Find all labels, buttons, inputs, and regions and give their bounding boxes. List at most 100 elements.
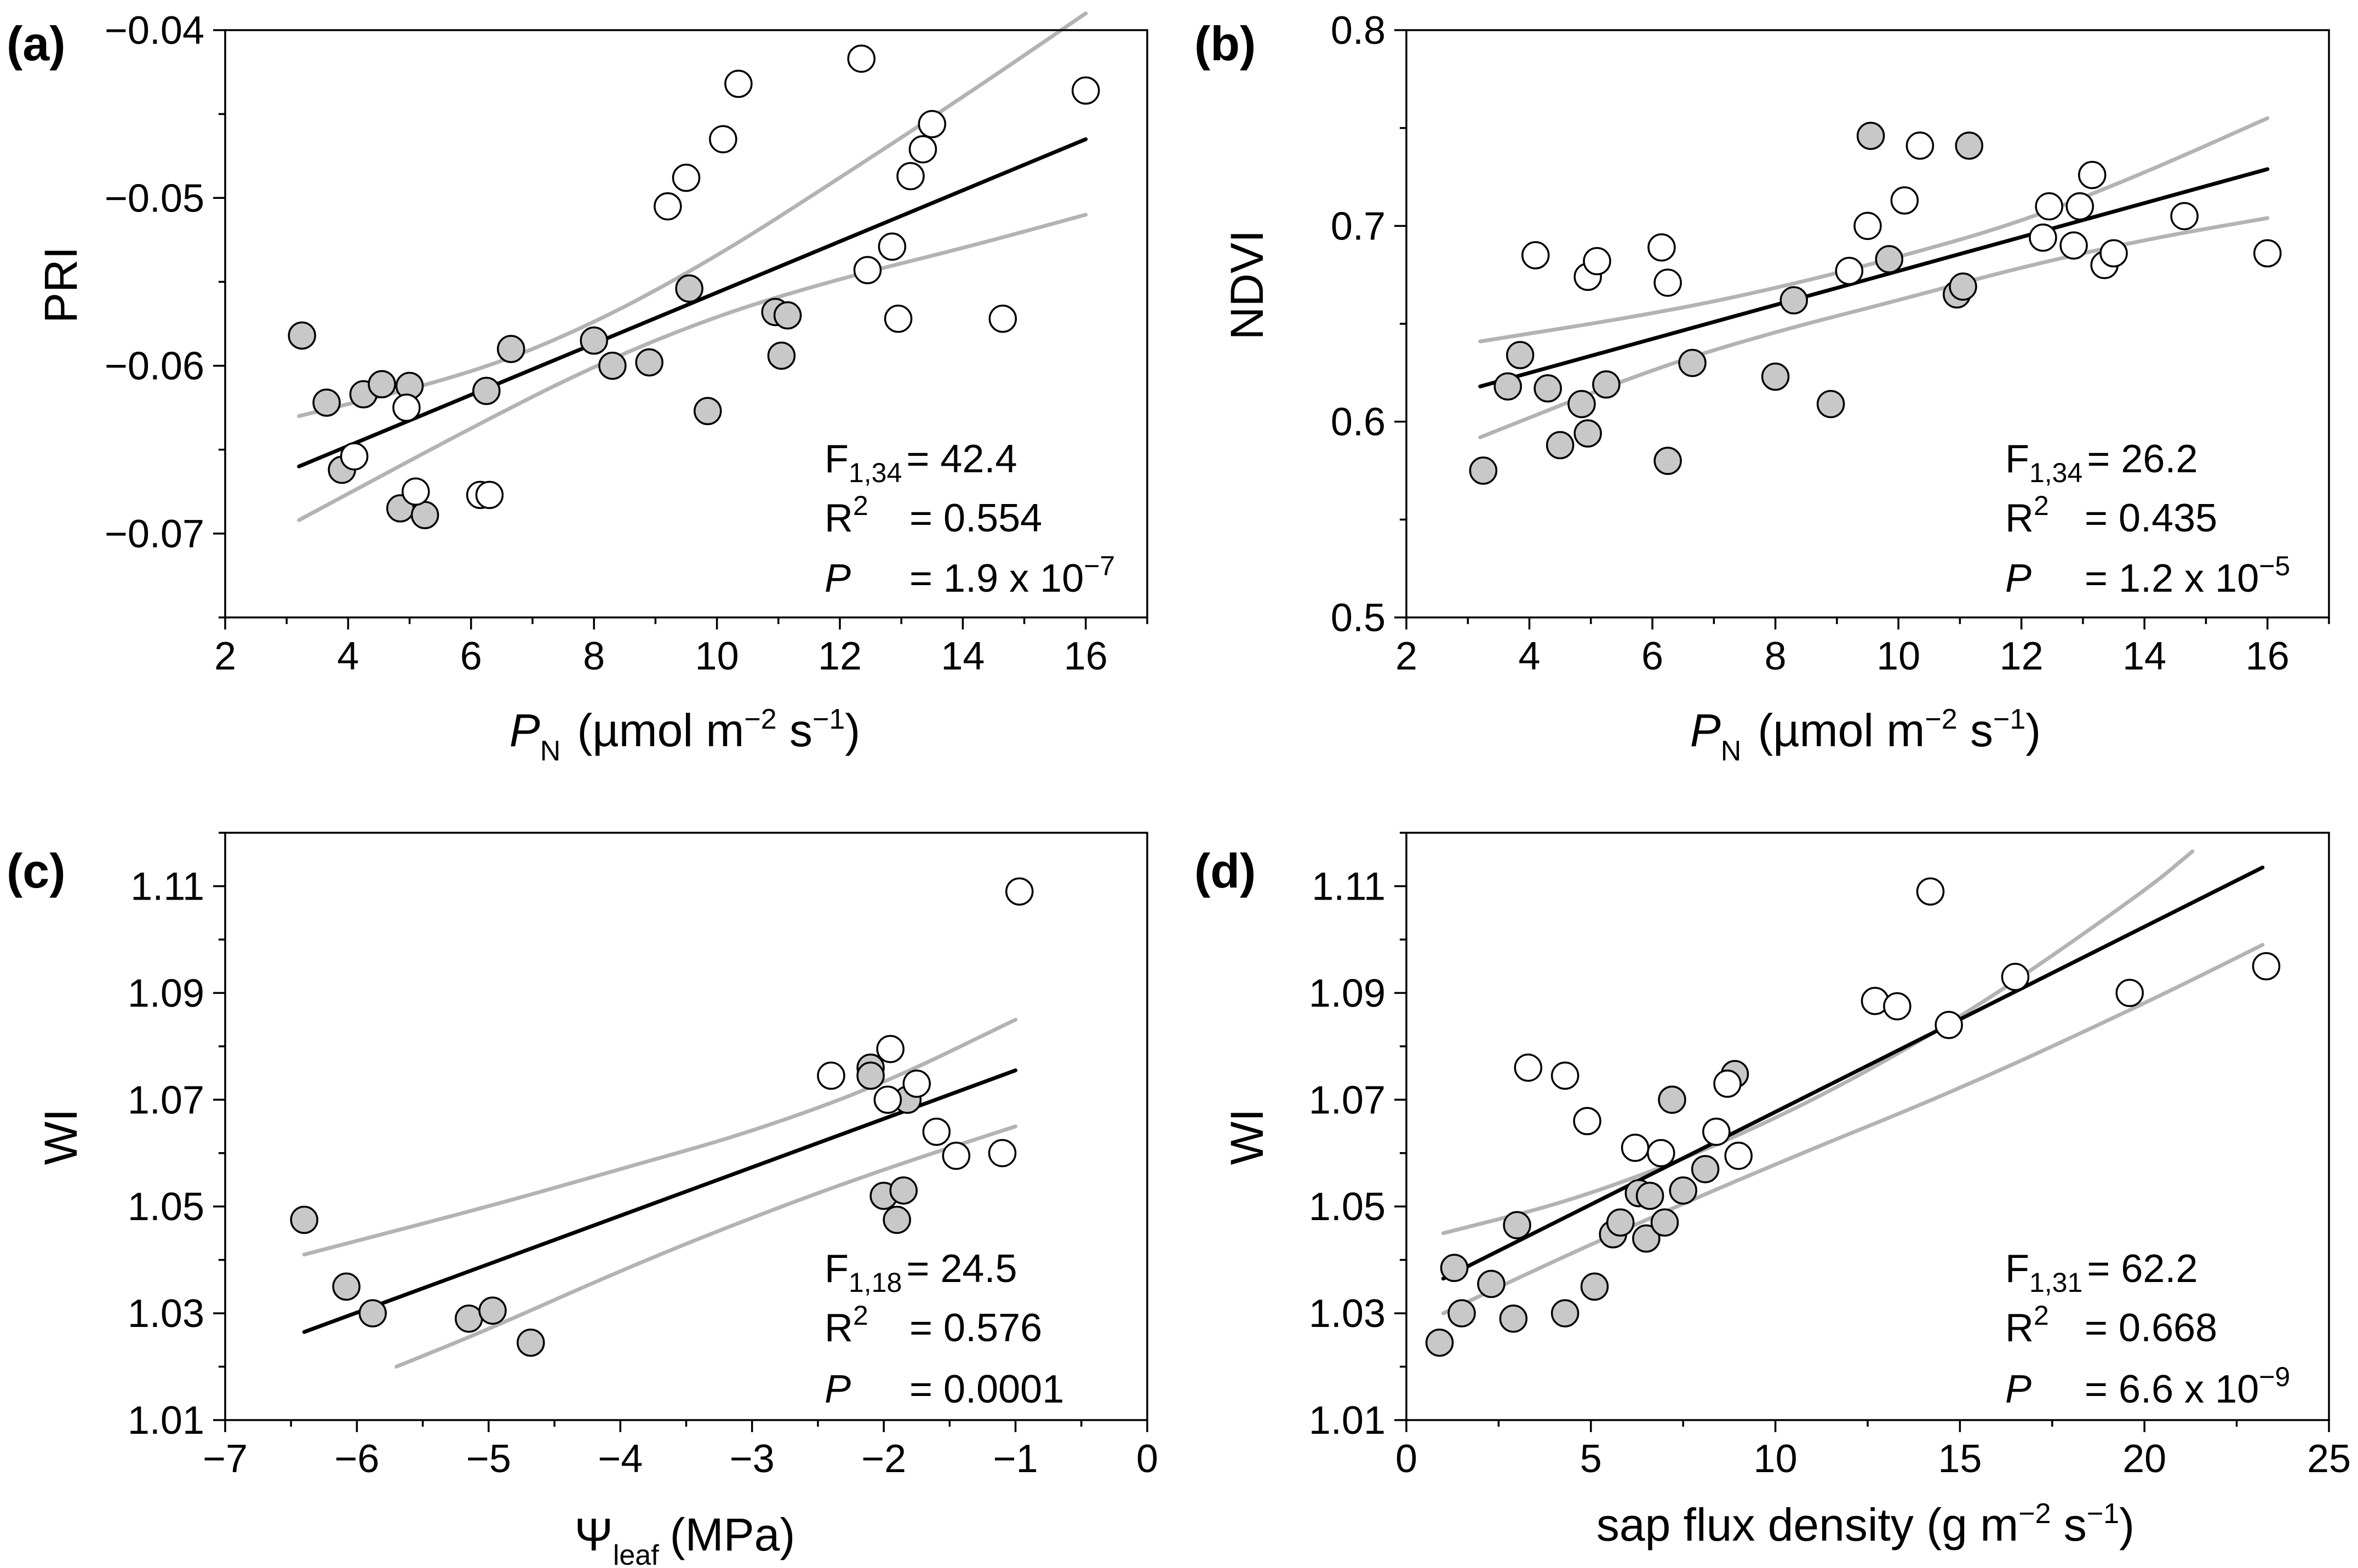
panel-d: (d) 0 5 10 15 20 25 1.01 1.03 1.05 1.07 1.09 1.11 W… (1194, 832, 2351, 1550)
y-tick-label: −0.04 (105, 9, 204, 53)
panel-label: (b) (1194, 16, 1256, 71)
stat-f-value: = 26.2 (2087, 437, 2197, 481)
data-point-open (1713, 1069, 1742, 1098)
data-point-open (475, 480, 504, 510)
data-point-open (1853, 211, 1882, 241)
data-point-filled (1949, 272, 1977, 301)
stat-r-label: R (825, 496, 853, 540)
x-axis-label-sup2: −1 (2087, 1498, 2119, 1530)
data-point-filled (1477, 1269, 1506, 1298)
x-tick-label: 4 (337, 634, 359, 678)
x-axis-label-sub: N (540, 735, 561, 767)
stat-f: F1,18 = 24.5 (825, 1247, 1017, 1298)
data-point-open (402, 477, 430, 506)
data-point-open (853, 256, 882, 284)
stat-f-sub: 1,34 (2029, 457, 2082, 488)
x-tick-label: 2 (1395, 634, 1417, 678)
data-point-open (1521, 241, 1550, 270)
stat-p-value: = 1.9 x 10 (909, 557, 1084, 600)
data-point-open (2115, 978, 2144, 1008)
data-point-open (1835, 256, 1864, 285)
data-point-filled (312, 388, 341, 417)
y-tick-label: 1.11 (1312, 865, 1386, 908)
data-point-filled (1955, 131, 1983, 160)
x-tick-label: 20 (2122, 1437, 2166, 1481)
ci-upper-curve (302, 1017, 1018, 1257)
stat-f-label: F (825, 1247, 849, 1291)
data-point-open (1583, 247, 1611, 276)
data-point-filled (1669, 1176, 1697, 1205)
data-point-open (1935, 1011, 1963, 1039)
data-point-filled (1425, 1328, 1454, 1357)
data-point-filled (856, 1061, 885, 1090)
x-tick-label: 14 (941, 634, 985, 678)
data-point-open (1550, 1061, 1579, 1090)
data-point-open (922, 1117, 951, 1146)
x-axis-label-sub: N (1721, 735, 1742, 767)
y-tick-label: −0.07 (105, 512, 204, 556)
stat-r-sup: 2 (2034, 490, 2049, 521)
data-point-open (1005, 877, 1034, 906)
data-point-filled (1573, 419, 1602, 448)
stat-f-label: F (825, 437, 849, 481)
y-tick-label: 1.07 (128, 1078, 204, 1122)
stat-f-value: = 42.4 (906, 437, 1017, 481)
data-point-open (2029, 224, 2057, 252)
x-axis-label: PN (µmol m−2 s−1) (510, 703, 861, 767)
data-point-filled (1632, 1224, 1661, 1253)
data-point-filled (288, 321, 316, 350)
x-tick-label: −4 (598, 1437, 643, 1481)
stats-block: F1,34 = 26.2 R2 = 0.435 P = 1.2 x 10−5 (2005, 437, 2290, 600)
x-axis-label-sup1: −2 (1925, 703, 1957, 735)
data-point-open (709, 125, 737, 153)
stat-r2: R2 = 0.435 (2005, 490, 2217, 540)
data-point-filled (1658, 1085, 1686, 1114)
data-point-open (1647, 1138, 1675, 1168)
stat-p: P = 1.9 x 10−7 (825, 551, 1115, 600)
stat-p-sup: −7 (1084, 551, 1115, 581)
data-point-filled (1546, 431, 1575, 460)
stat-f: F1,34 = 42.4 (825, 437, 1017, 488)
x-axis-label: Ψleaf (MPa) (575, 1509, 795, 1568)
stats-block: F1,34 = 42.4 R2 = 0.554 P = 1.9 x 10−7 (825, 437, 1115, 600)
x-tick-label: 4 (1519, 634, 1541, 678)
data-point-filled (1447, 1299, 1476, 1327)
data-point-open (1647, 233, 1676, 262)
x-axis-label-main: P (510, 705, 540, 756)
data-point-filled (1469, 456, 1498, 485)
data-point-open (1072, 76, 1100, 105)
panel-a: (a) 2 4 6 8 10 12 14 16 −0.07 −0.06 −0.05 −0.04 PRI… (7, 9, 1148, 767)
y-axis-label: WI (35, 1109, 87, 1165)
data-point-open (2099, 239, 2128, 268)
data-point-filled (1550, 1299, 1579, 1327)
data-point-filled (1493, 372, 1522, 401)
data-point-filled (1650, 1208, 1679, 1237)
data-point-filled (472, 376, 501, 405)
stat-r-value: = 0.435 (2085, 496, 2217, 540)
stat-p: P = 1.2 x 10−5 (2005, 551, 2290, 600)
data-point-open (902, 1069, 931, 1098)
x-axis-label-sup2: −1 (812, 703, 845, 735)
data-point-open (1653, 268, 1682, 297)
y-tick-label: 0.5 (1331, 596, 1386, 640)
x-axis-label-unit: (µmol m (1758, 705, 1925, 756)
data-point-open (1514, 1054, 1543, 1082)
data-point-filled (1678, 348, 1707, 377)
regression-line (1478, 167, 2270, 388)
stat-p: P = 6.6 x 10−9 (2005, 1361, 2290, 1411)
data-point-filled (1580, 1272, 1609, 1301)
data-point-filled (1567, 390, 1596, 419)
x-axis-label-end: ) (845, 705, 860, 756)
stat-f-label: F (2005, 437, 2029, 481)
data-point-filled (1506, 341, 1535, 369)
data-point-filled (1761, 362, 1790, 391)
x-tick-label: 0 (1395, 1437, 1417, 1481)
data-point-filled (368, 370, 396, 399)
x-tick-label: 10 (1876, 634, 1920, 678)
stat-p-value: = 1.2 x 10 (2085, 557, 2259, 600)
y-tick-label: 1.05 (128, 1185, 204, 1229)
data-point-open (884, 305, 913, 333)
panel-label: (a) (7, 16, 66, 71)
data-point-filled (455, 1304, 483, 1333)
